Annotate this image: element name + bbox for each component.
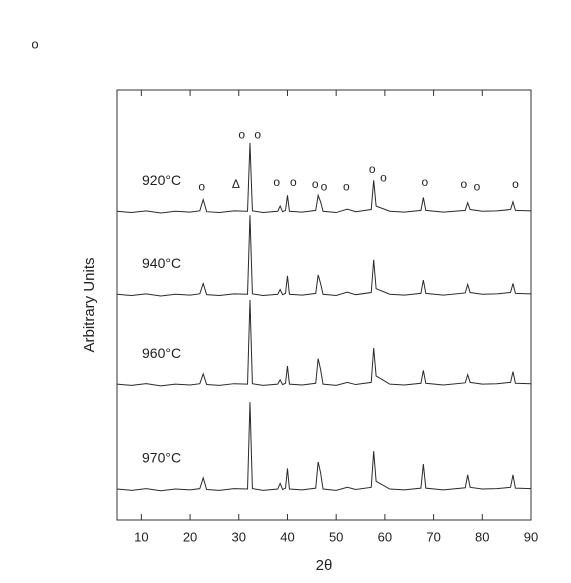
peak-marker: o	[254, 127, 261, 141]
x-tick-label: 60	[378, 529, 392, 544]
x-tick-label: 90	[524, 529, 538, 544]
series-label: 960°C	[142, 345, 181, 361]
peak-marker: o	[238, 127, 245, 141]
trace	[116, 402, 532, 492]
x-tick-label: 70	[426, 529, 440, 544]
x-tick-label: 20	[183, 529, 197, 544]
peak-marker: o	[273, 175, 280, 189]
peak-marker: o	[369, 162, 376, 176]
peak-marker: o	[474, 179, 481, 193]
peak-marker: o	[198, 179, 205, 193]
series-label: 920°C	[142, 172, 181, 188]
trace	[116, 299, 532, 387]
x-axis-label: 2θ	[316, 557, 333, 574]
peak-marker: Δ	[232, 177, 240, 191]
trace	[116, 142, 532, 214]
plot-frame	[116, 89, 532, 521]
peak-marker: o	[290, 175, 297, 189]
peak-marker: o	[321, 179, 328, 193]
peak-marker: o	[460, 177, 467, 191]
peak-marker: o	[343, 179, 350, 193]
series-label: 970°C	[142, 450, 181, 466]
x-tick-label: 50	[329, 529, 343, 544]
corner-mark: o	[31, 36, 38, 51]
peak-marker: o	[512, 177, 519, 191]
x-tick-label: 10	[134, 529, 148, 544]
x-tick-label: 40	[280, 529, 294, 544]
trace	[116, 215, 532, 297]
peak-marker: o	[421, 175, 428, 189]
series-label: 940°C	[142, 255, 181, 271]
y-axis-label: Arbitrary Units	[81, 257, 98, 352]
peak-marker: o	[380, 170, 387, 184]
peak-marker: o	[312, 177, 319, 191]
x-tick-label: 30	[232, 529, 246, 544]
x-tick-label: 80	[475, 529, 489, 544]
